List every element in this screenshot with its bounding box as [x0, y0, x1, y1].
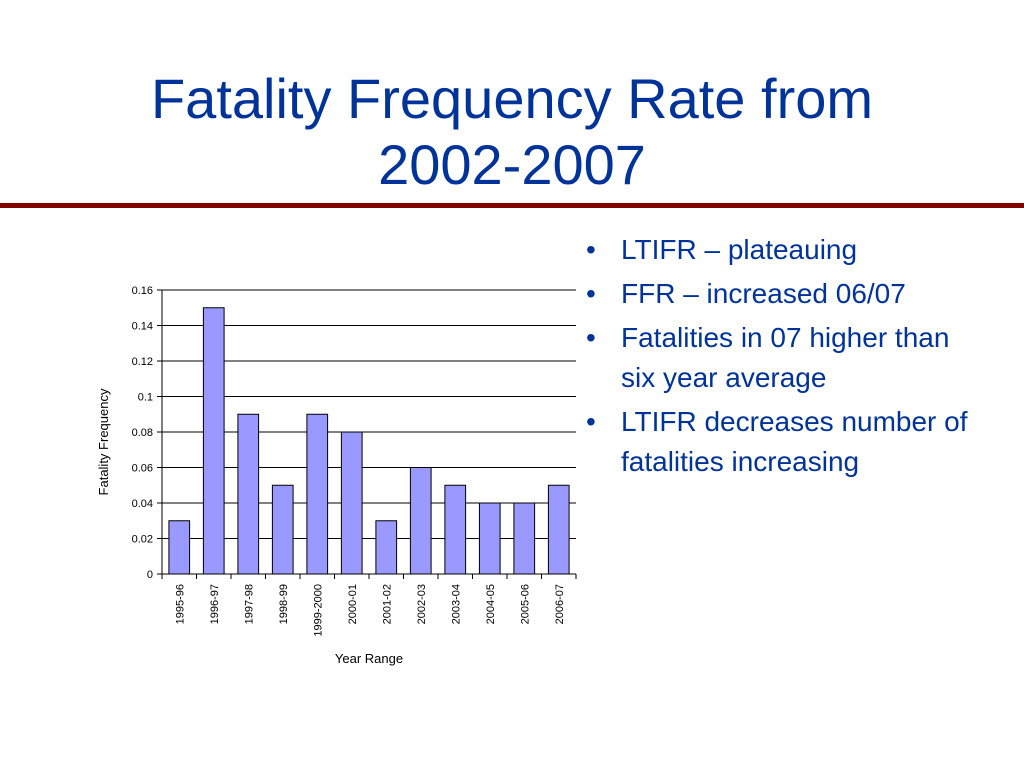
bar [478, 502, 501, 575]
bar [513, 502, 536, 575]
bullet-text: LTIFR – plateauing [621, 234, 858, 265]
chart-svg: 0 0.02 0.04 0.06 0.08 0.1 0.12 0.14 0.16 1995-96 1… [96, 285, 577, 666]
y-tick-label: 0.08 [132, 427, 153, 439]
bar [375, 520, 398, 575]
bar [444, 484, 467, 575]
y-tick-label: 0.16 [132, 285, 153, 297]
bar [547, 484, 570, 575]
slide-title-line-2: 2002-2007 [378, 133, 646, 196]
bullet-icon: • [586, 278, 596, 309]
x-axis-title: Year Range [335, 651, 403, 666]
x-tick-label: 2003-04 [450, 584, 462, 624]
x-tick-label: 2005-06 [519, 584, 531, 624]
slide-title: Fatality Frequency Rate from 2002-2007 [0, 66, 1024, 198]
y-tick-label: 0.04 [132, 498, 153, 510]
x-tick-label: 1997-98 [243, 584, 255, 624]
y-tick-label: 0.06 [132, 463, 153, 475]
bar [306, 413, 329, 575]
x-tick-label: 2006-07 [554, 584, 566, 624]
slide-title-line-1: Fatality Frequency Rate from [150, 67, 874, 130]
title-divider [0, 203, 1024, 208]
bar [202, 307, 225, 575]
bar [271, 484, 294, 575]
x-tick-label: 1998-99 [278, 584, 290, 624]
fatality-frequency-chart: 0 0.02 0.04 0.06 0.08 0.1 0.12 0.14 0.16 1995-96 1… [60, 270, 620, 690]
x-tick-label: 2000-01 [347, 584, 359, 624]
y-tick-label: 0.1 [138, 392, 153, 404]
bullet-item: • Fatalities in 07 higher than six year … [578, 318, 978, 398]
bullet-text: FFR – increased 06/07 [621, 278, 906, 309]
bullet-list: • LTIFR – plateauing • FFR – increased 0… [578, 230, 978, 486]
bar [340, 431, 363, 575]
bar [168, 520, 191, 575]
y-axis-title: Fatality Frequency [96, 388, 111, 495]
x-tick-label: 2001-02 [381, 584, 393, 624]
bar [237, 413, 260, 575]
bullet-item: • LTIFR – plateauing [578, 230, 978, 270]
y-tick-label: 0.12 [132, 356, 153, 368]
bullet-text: Fatalities in 07 higher than six year av… [621, 322, 950, 393]
bullet-item: • FFR – increased 06/07 [578, 274, 978, 314]
y-tick-label: 0.14 [132, 321, 153, 333]
x-tick-label: 1999-2000 [312, 584, 324, 637]
bullet-icon: • [586, 322, 596, 353]
bullet-icon: • [586, 234, 596, 265]
y-tick-label: 0 [147, 569, 153, 581]
bullet-text: LTIFR decreases number of fatalities inc… [621, 406, 968, 477]
bullet-item: • LTIFR decreases number of fatalities i… [578, 402, 978, 482]
bullet-icon: • [586, 406, 596, 437]
y-tick-label: 0.02 [132, 534, 153, 546]
x-tick-label: 1995-96 [174, 584, 186, 624]
x-tick-label: 1996-97 [209, 584, 221, 624]
x-tick-label: 2004-05 [485, 584, 497, 624]
x-tick-label: 2002-03 [416, 584, 428, 624]
bar [409, 467, 432, 575]
